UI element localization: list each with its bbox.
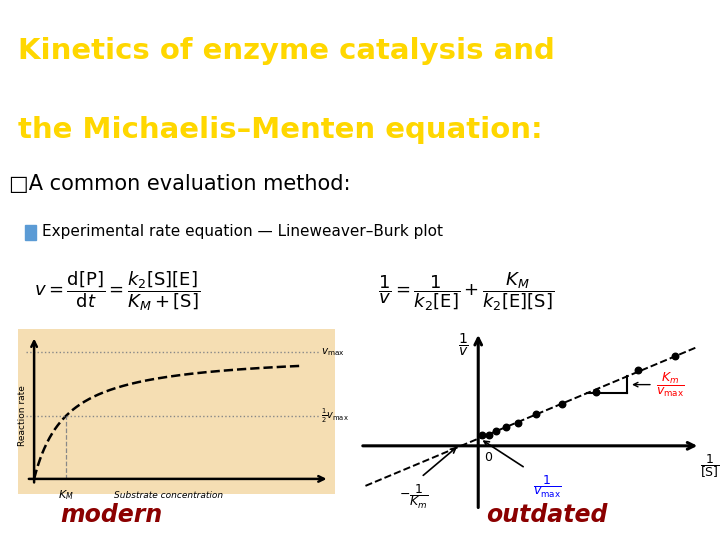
Text: $v = \dfrac{\mathrm{d[P]}}{\mathrm{d}t} = \dfrac{k_2\mathrm{[S][E]}}{K_M + \math: $v = \dfrac{\mathrm{d[P]}}{\mathrm{d}t} …	[35, 270, 200, 313]
Point	[476, 430, 487, 439]
Text: $\dfrac{1}{v}$: $\dfrac{1}{v}$	[459, 332, 469, 359]
Bar	[25, 225, 36, 240]
Text: Substrate concentration: Substrate concentration	[114, 491, 223, 500]
Point	[556, 399, 567, 408]
Text: Reaction rate: Reaction rate	[18, 385, 27, 446]
Point	[633, 366, 644, 375]
Point	[590, 387, 602, 396]
Text: 0: 0	[484, 451, 492, 464]
Point	[669, 352, 680, 360]
Text: the Michaelis–Menten equation:: the Michaelis–Menten equation:	[18, 116, 543, 144]
Point	[483, 430, 495, 439]
Text: $\dfrac{K_m}{v_{\rm max}}$: $\dfrac{K_m}{v_{\rm max}}$	[657, 370, 685, 399]
Point	[490, 427, 502, 435]
Text: $K_M$: $K_M$	[58, 488, 74, 502]
Text: $\frac{1}{2}v_{\rm max}$: $\frac{1}{2}v_{\rm max}$	[321, 407, 349, 424]
Text: Experimental rate equation — Lineweaver–Burk plot: Experimental rate equation — Lineweaver–…	[42, 224, 443, 239]
Text: $\dfrac{1}{v} = \dfrac{1}{k_2\mathrm{[E]}} + \dfrac{K_M}{k_2\mathrm{[E][S]}}$: $\dfrac{1}{v} = \dfrac{1}{k_2\mathrm{[E]…	[377, 271, 554, 313]
Text: outdated: outdated	[487, 503, 608, 526]
Text: $-\dfrac{1}{K_m}$: $-\dfrac{1}{K_m}$	[399, 483, 428, 511]
Text: □A common evaluation method:: □A common evaluation method:	[9, 174, 350, 194]
Point	[531, 410, 542, 418]
Text: $\dfrac{1}{v_{\rm max}}$: $\dfrac{1}{v_{\rm max}}$	[533, 475, 562, 501]
Text: $\dfrac{1}{\mathrm{[S]}}$: $\dfrac{1}{\mathrm{[S]}}$	[700, 452, 720, 480]
Text: modern: modern	[60, 503, 163, 526]
Point	[500, 422, 511, 431]
Point	[513, 418, 524, 427]
Text: Kinetics of enzyme catalysis and: Kinetics of enzyme catalysis and	[18, 37, 555, 65]
Text: $v_{\rm max}$: $v_{\rm max}$	[321, 346, 345, 358]
